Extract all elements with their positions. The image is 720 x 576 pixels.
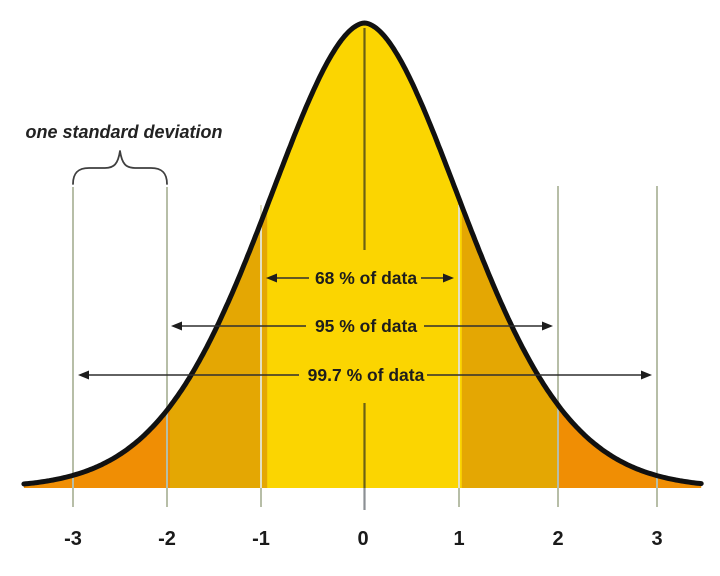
arrow-left-icon: [78, 370, 89, 380]
tick-label-minus-2: -2: [158, 528, 176, 550]
tick-label-plus-3: 3: [651, 528, 662, 550]
bell-curve-outline: [21, 20, 704, 487]
band-95-arrow: [171, 321, 553, 331]
arrow-right-icon: [443, 273, 454, 283]
band-99-arrow: [78, 370, 652, 380]
band-68-label: 68 % of data: [315, 268, 417, 288]
tick-label-minus-1: -1: [252, 528, 270, 550]
tick-label-plus-1: 1: [453, 528, 464, 550]
tick-label-plus-2: 2: [552, 528, 563, 550]
x-axis-tick-labels: -3 -2 -1 0 1 2 3: [64, 528, 662, 550]
tick-label-zero: 0: [357, 528, 368, 550]
arrow-right-icon: [542, 321, 553, 331]
one-standard-deviation-label: one standard deviation: [25, 122, 222, 142]
band-99-label: 99.7 % of data: [308, 365, 425, 385]
tick-label-minus-3: -3: [64, 528, 82, 550]
band-95-label: 95 % of data: [315, 316, 417, 336]
arrow-left-icon: [171, 321, 182, 331]
arrow-right-icon: [641, 370, 652, 380]
band-68-arrow: [266, 273, 454, 283]
brace-icon: [72, 150, 168, 185]
arrow-left-icon: [266, 273, 277, 283]
